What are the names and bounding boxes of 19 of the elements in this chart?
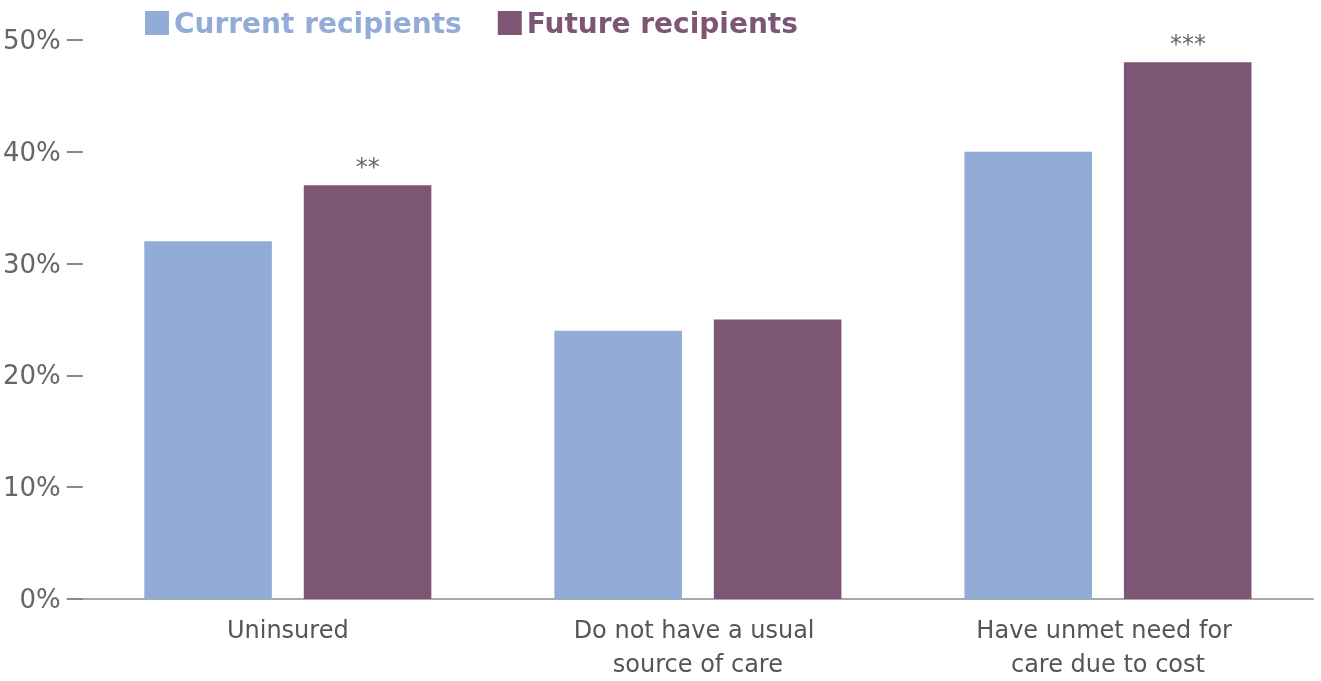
bar: [303, 185, 432, 599]
x-tick-label: Do not have a usual source of care: [573, 616, 823, 678]
bar: [964, 151, 1093, 599]
legend-label: Current recipients: [174, 6, 462, 40]
y-tick-label: 40%: [2, 136, 61, 167]
y-tick-label: 50%: [2, 25, 61, 55]
y-tick-label: 20%: [2, 360, 61, 391]
x-tick-label: Uninsured: [226, 616, 349, 644]
bar: [1123, 62, 1252, 599]
legend-label: Future recipients: [526, 6, 798, 40]
x-tick-label: Have unmet need for care due to cost: [976, 616, 1240, 678]
bar: [554, 330, 682, 599]
y-tick-label: 30%: [2, 248, 61, 279]
bar: [144, 241, 272, 599]
y-tick-label: 10%: [2, 472, 61, 503]
y-tick-label: 0%: [19, 584, 61, 614]
bar: [713, 319, 842, 599]
annotation: ***: [1169, 30, 1206, 59]
annotation: **: [355, 153, 380, 182]
